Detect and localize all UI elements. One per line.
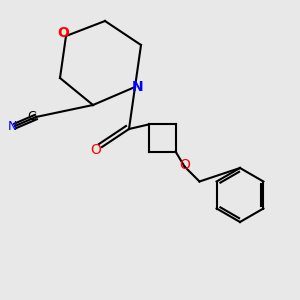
Text: O: O	[91, 143, 101, 157]
Text: N: N	[132, 80, 144, 94]
Text: C: C	[27, 110, 36, 124]
Text: O: O	[179, 158, 190, 172]
Text: N: N	[7, 119, 17, 133]
Text: O: O	[57, 26, 69, 40]
